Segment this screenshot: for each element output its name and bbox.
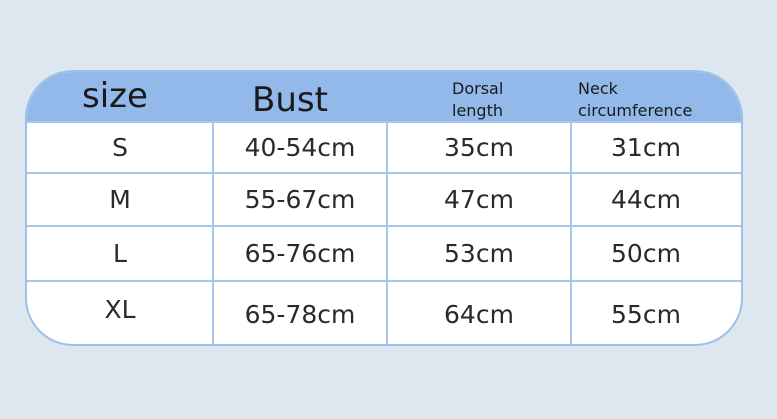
cell-neck: 44cm [611,185,681,214]
column-divider [386,122,388,344]
cell-bust: 55-67cm [244,185,356,214]
column-divider [212,122,214,344]
header-bust: Bust [252,80,328,120]
size-chart-table: size Bust Dorsal length Neck circumferen… [25,70,743,346]
header-neck-line2: circumference [578,101,693,120]
header-size: size [82,76,148,116]
cell-size: M [109,185,131,214]
header-neck-line1: Neck [578,79,618,98]
table-row: S 40-54cm 35cm 31cm [27,121,741,172]
table-row: M 55-67cm 47cm 44cm [27,172,741,225]
cell-bust: 65-76cm [244,239,356,268]
cell-bust: 40-54cm [244,133,356,162]
table-row: L 65-76cm 53cm 50cm [27,225,741,280]
cell-neck: 31cm [611,133,681,162]
cell-size: XL [104,294,136,324]
cell-size: S [112,133,128,162]
header-dorsal-line1: Dorsal [452,79,504,98]
table-row: XL 65-78cm 64cm 55cm [27,280,741,344]
header-neck-circumference: Neck circumference [578,78,692,122]
cell-dorsal: 47cm [444,185,514,214]
cell-bust: 65-78cm [244,299,356,329]
cell-neck: 50cm [611,239,681,268]
header-dorsal-line2: length [452,101,503,120]
header-dorsal-length: Dorsal length [452,78,503,122]
cell-dorsal: 64cm [444,299,514,329]
cell-dorsal: 35cm [444,133,514,162]
cell-size: L [113,239,127,268]
column-divider [570,122,572,344]
table-header: size Bust Dorsal length Neck circumferen… [27,72,741,122]
cell-dorsal: 53cm [444,239,514,268]
cell-neck: 55cm [611,299,681,329]
